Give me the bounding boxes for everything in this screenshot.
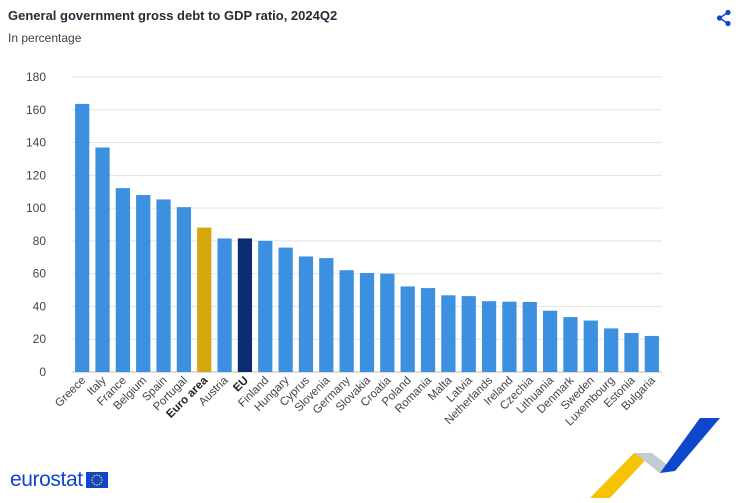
y-tick-label: 120 — [26, 168, 46, 182]
bar-hungary[interactable] — [278, 247, 293, 372]
y-tick-label: 60 — [33, 267, 47, 281]
bar-bulgaria[interactable] — [644, 335, 659, 372]
chart-subtitle: In percentage — [8, 31, 82, 45]
bar-latvia[interactable] — [461, 296, 476, 372]
bar-estonia[interactable] — [624, 332, 639, 372]
x-tick-label: Greece — [53, 375, 88, 410]
y-tick-label: 20 — [33, 332, 47, 346]
eurostat-logo[interactable]: eurostat — [10, 467, 108, 493]
bar-greece[interactable] — [75, 103, 90, 372]
decorative-stripes — [590, 418, 720, 498]
brand-text: eurostat — [10, 468, 83, 491]
eu-flag-icon — [85, 472, 108, 488]
flag-star — [91, 481, 94, 484]
bar-belgium[interactable] — [136, 195, 151, 372]
bar-slovakia[interactable] — [359, 273, 375, 372]
y-tick-label: 80 — [33, 234, 47, 248]
y-tick-label: 100 — [26, 201, 46, 215]
flag-star — [93, 474, 95, 477]
bar-croatia[interactable] — [380, 273, 395, 372]
y-tick-label: 140 — [26, 136, 46, 150]
flag-star — [95, 484, 98, 486]
y-tick-label: 180 — [26, 70, 46, 84]
y-tick-label: 40 — [33, 299, 47, 313]
bar-france[interactable] — [115, 188, 130, 372]
flag-star — [98, 483, 100, 486]
bar-euro-area[interactable] — [197, 227, 212, 372]
y-tick-label: 160 — [26, 103, 46, 117]
bar-romania[interactable] — [420, 288, 436, 372]
flag-star — [98, 474, 100, 477]
bar-austria[interactable] — [217, 238, 232, 372]
flag-star — [93, 483, 95, 486]
bar-spain[interactable] — [156, 199, 171, 372]
flag-star — [100, 481, 102, 484]
x-axis-labels: GreeceItalyFranceBelgiumSpainPortugalEur… — [53, 374, 658, 428]
bar-germany[interactable] — [339, 270, 354, 372]
share-icon[interactable] — [714, 8, 734, 28]
bar-chart: 0 20 40 60 80 100 120 140 160 180 GreeceItalyFran… — [26, 70, 662, 428]
bar-eu[interactable] — [237, 238, 253, 372]
flag-star — [90, 479, 93, 481]
y-tick-label: 0 — [39, 365, 46, 379]
bar-ireland[interactable] — [502, 301, 517, 372]
bar-lithuania[interactable] — [542, 310, 558, 372]
bar-denmark[interactable] — [563, 317, 578, 372]
bars — [75, 103, 659, 372]
bar-italy[interactable] — [95, 147, 110, 372]
bar-portugal[interactable] — [176, 207, 192, 372]
bar-finland[interactable] — [258, 240, 273, 372]
bar-slovenia[interactable] — [319, 258, 334, 372]
bar-netherlands[interactable] — [481, 301, 497, 372]
flag-star — [100, 479, 103, 481]
bar-sweden[interactable] — [583, 320, 598, 372]
chart-title: General government gross debt to GDP rat… — [8, 8, 338, 23]
bar-luxembourg[interactable] — [604, 328, 619, 372]
flag-star — [95, 474, 98, 476]
bar-malta[interactable] — [441, 295, 456, 372]
bar-czechia[interactable] — [522, 302, 537, 372]
flag-star — [91, 476, 94, 479]
bar-cyprus[interactable] — [298, 256, 314, 372]
bar-poland[interactable] — [400, 286, 415, 372]
flag-star — [100, 476, 102, 479]
y-axis-ticks: 0 20 40 60 80 100 120 140 160 180 — [26, 70, 46, 379]
